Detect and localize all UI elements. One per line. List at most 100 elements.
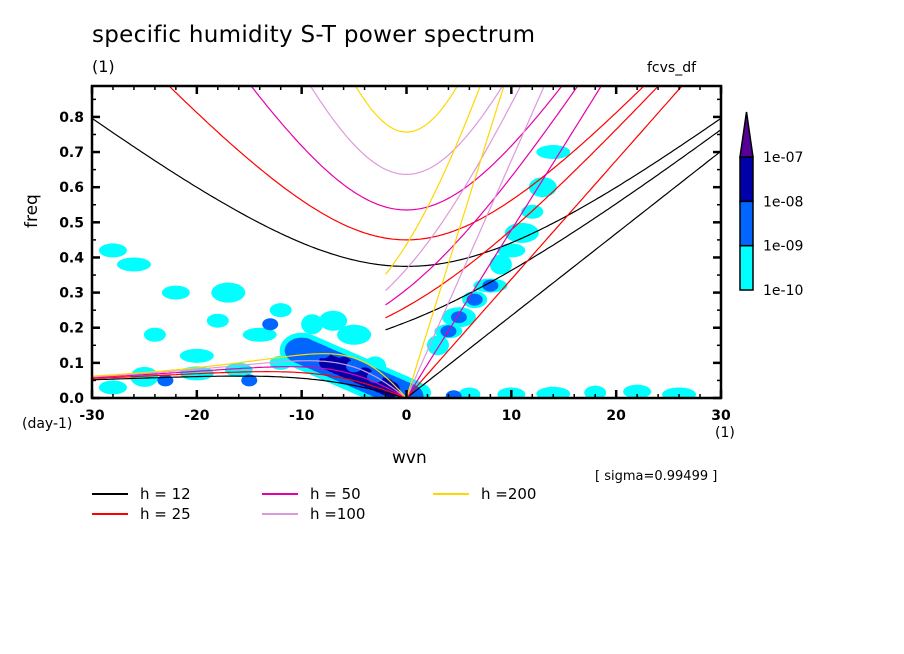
contour-patch <box>319 310 348 331</box>
dispersion-curve-er1-h25 <box>92 371 407 398</box>
colorbar: 1e-10 1e-09 1e-08 1e-07 <box>739 111 803 299</box>
legend-item: h = 12 <box>92 485 191 503</box>
dispersion-curve-ig1-h200 <box>354 86 459 133</box>
y-tick-label: 0.0 <box>59 391 84 407</box>
contour-patch <box>143 327 166 342</box>
legend-swatch <box>92 513 128 515</box>
legend-item: h =200 <box>433 485 536 503</box>
colorbar-label: 1e-10 <box>763 283 803 299</box>
colorbar-segment <box>739 200 754 247</box>
contour-patch <box>584 385 607 398</box>
dispersion-curve-mrg-h100 <box>385 86 522 291</box>
dispersion-curve-ig1-h12 <box>92 117 721 267</box>
legend-label: h =200 <box>481 485 537 503</box>
x-axis-unit: (1) <box>715 425 735 441</box>
chart-title: specific humidity S-T power spectrum <box>92 22 536 48</box>
x-tick-label: -20 <box>184 408 210 424</box>
dispersion-curve-ig1-h25 <box>168 86 645 241</box>
contour-patch <box>497 243 526 258</box>
contour-blob <box>445 390 462 398</box>
contour-patch <box>98 380 127 395</box>
contour-blob <box>157 374 174 387</box>
x-tick-label: 20 <box>606 408 626 424</box>
contour-patch <box>301 314 324 335</box>
legend-swatch <box>262 513 298 515</box>
contour-patch <box>206 313 229 328</box>
chart-units-label: (1) <box>92 57 115 76</box>
contour-patch <box>623 384 652 398</box>
contour-patch <box>458 387 481 398</box>
dispersion-curve-er1-h100 <box>92 360 407 398</box>
x-tick-label: 0 <box>402 408 412 424</box>
y-axis-unit: (day-1) <box>22 416 73 432</box>
x-axis-label: wvn <box>392 448 427 468</box>
contour-patch <box>116 257 151 272</box>
contour-patch <box>242 327 277 342</box>
contour-patch <box>269 303 292 318</box>
y-tick-label: 0.4 <box>59 250 84 266</box>
contour-patch <box>179 348 214 363</box>
x-tick-label: -10 <box>289 408 315 424</box>
colorbar-segment <box>739 244 754 291</box>
x-tick-label: 30 <box>711 408 731 424</box>
x-tick-label: 10 <box>502 408 522 424</box>
colorbar-label: 1e-07 <box>763 150 803 166</box>
contour-patch <box>521 204 544 219</box>
dispersion-curve-ig1-h50 <box>250 86 563 211</box>
dispersion-curve-er1-h200 <box>92 353 407 398</box>
dispersion-curve-kelvin-h50 <box>405 86 602 398</box>
dispersion-curve-kelvin-h25 <box>406 86 683 398</box>
contour-blob <box>466 293 483 306</box>
contour-patch <box>536 386 571 398</box>
dispersion-curve-er1-h50 <box>92 366 407 398</box>
contour-patch <box>161 285 190 300</box>
y-tick-label: 0.5 <box>59 215 84 231</box>
contour-blob <box>482 279 499 292</box>
dispersion-curve-kelvin-h100 <box>405 86 545 398</box>
dispersion-curves <box>92 86 721 398</box>
contour-blob <box>346 360 363 373</box>
contour-patch <box>536 145 571 160</box>
contour-patch <box>211 282 246 303</box>
contour-blob <box>262 318 279 331</box>
dispersion-curve-mrg-h12 <box>385 129 721 331</box>
legend-swatch <box>433 493 469 495</box>
y-tick-label: 0.2 <box>59 321 84 337</box>
dataset-label: fcvs_df <box>647 60 697 76</box>
contour-patch <box>662 387 697 398</box>
dispersion-curve-kelvin-h12 <box>406 150 721 398</box>
y-tick-label: 0.1 <box>59 356 84 372</box>
legend-item: h =100 <box>262 505 365 523</box>
contour-blob <box>241 374 258 387</box>
dispersion-curve-mrg-h200 <box>385 86 481 275</box>
x-axis-ticks: -30 -20 -10 0 10 20 30 <box>79 86 731 424</box>
y-tick-label: 0.3 <box>59 286 84 302</box>
contour-blob <box>314 346 331 359</box>
contour-patch <box>98 243 127 258</box>
colorbar-label: 1e-08 <box>763 194 803 210</box>
dispersion-curve-mrg-h50 <box>385 86 579 306</box>
legend-label: h =100 <box>310 505 366 523</box>
colorbar-segment <box>739 156 754 203</box>
colorbar-label: 1e-09 <box>763 239 803 255</box>
sigma-annotation: [ sigma=0.99499 ] <box>595 469 718 484</box>
y-tick-label: 0.8 <box>59 110 84 126</box>
contour-patch <box>337 324 372 345</box>
legend-swatch <box>262 493 298 495</box>
y-tick-label: 0.7 <box>59 145 84 161</box>
legend-swatch <box>92 493 128 495</box>
dispersion-curve-er1-h12 <box>92 375 407 398</box>
dispersion-curve-kelvin-h200 <box>405 86 505 398</box>
legend-label: h = 50 <box>310 485 361 503</box>
colorbar-extend-arrow <box>739 111 754 158</box>
legend-label: h = 25 <box>140 505 191 523</box>
dispersion-curve-ig1-h100 <box>309 86 504 176</box>
contour-patch <box>489 254 512 275</box>
legend-label: h = 12 <box>140 485 191 503</box>
x-tick-label: -30 <box>79 408 105 424</box>
y-axis-ticks: 0.0 0.1 0.2 0.3 0.4 0.5 0.6 0.7 0.8 <box>59 98 721 407</box>
legend-item: h = 50 <box>262 485 361 503</box>
legend-item: h = 25 <box>92 505 191 523</box>
y-tick-label: 0.6 <box>59 180 84 196</box>
